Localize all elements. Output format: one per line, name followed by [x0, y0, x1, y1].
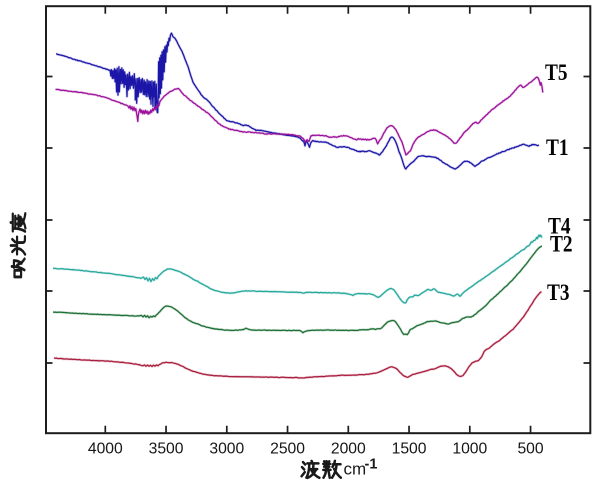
svg-text:2500: 2500 — [270, 441, 305, 458]
svg-text:500: 500 — [517, 441, 543, 458]
svg-text:4000: 4000 — [88, 441, 123, 458]
svg-text:T5: T5 — [545, 60, 568, 85]
svg-text:T2: T2 — [550, 232, 573, 257]
svg-text:3500: 3500 — [149, 441, 184, 458]
svg-text:3000: 3000 — [209, 441, 244, 458]
svg-text:2000: 2000 — [331, 441, 366, 458]
svg-text:-1: -1 — [365, 457, 378, 473]
svg-text:T1: T1 — [546, 135, 569, 160]
svg-text:1500: 1500 — [392, 441, 427, 458]
svg-text:T4: T4 — [548, 214, 571, 239]
svg-text:cm: cm — [344, 460, 367, 479]
svg-text:1000: 1000 — [452, 441, 487, 458]
svg-text:T3: T3 — [547, 280, 570, 305]
